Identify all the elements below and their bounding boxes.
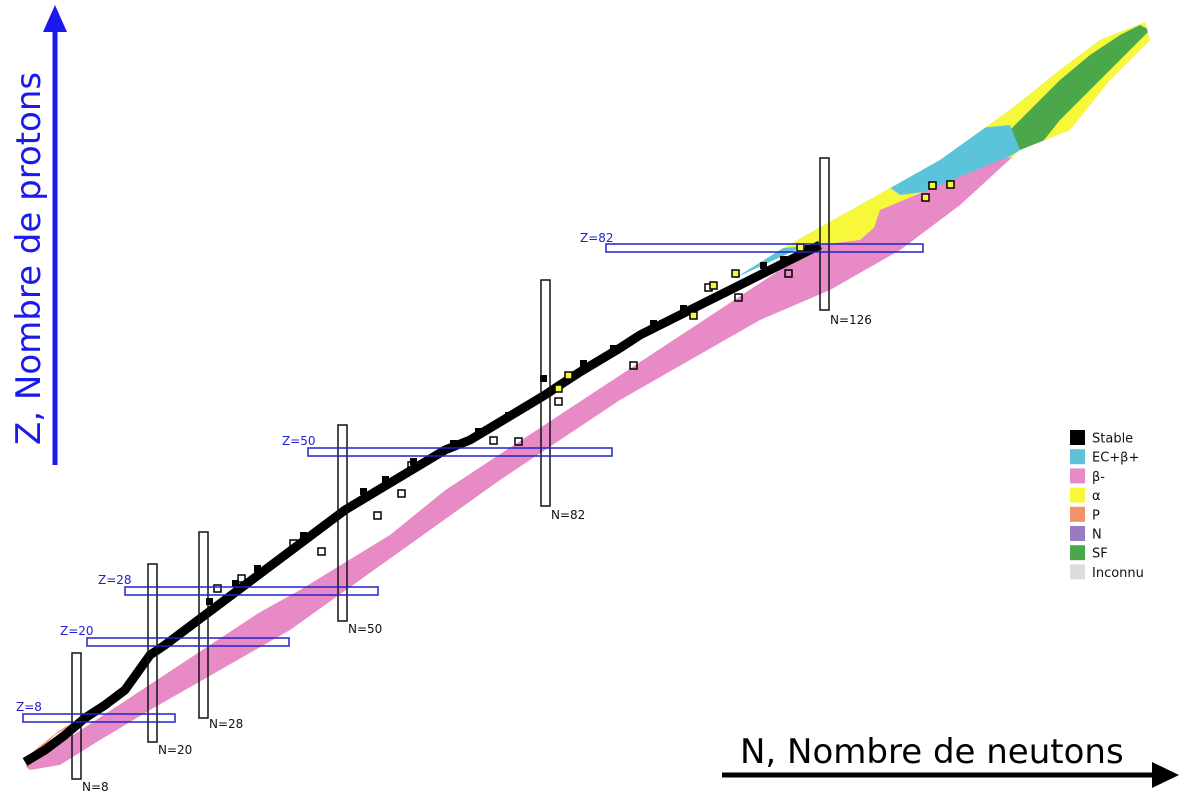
legend-swatch-6 (1070, 545, 1085, 561)
stable-line (22, 240, 823, 766)
legend-label-7: Inconnu (1092, 566, 1144, 581)
magic-box-n20 (147, 563, 158, 743)
magic-proton-boxes (22, 243, 924, 723)
magic-box-n82 (540, 279, 551, 507)
legend-swatch-1 (1070, 449, 1085, 465)
magic-box-n28 (198, 531, 209, 719)
magic-box-z8 (22, 713, 176, 723)
label-z20: Z=20 (60, 624, 94, 638)
stable-squares (206, 245, 812, 605)
label-z82: Z=82 (580, 231, 614, 245)
y-axis: Z, Nombre de protons (9, 5, 67, 465)
label-z50: Z=50 (282, 434, 316, 448)
label-z8: Z=8 (16, 700, 42, 714)
x-axis-arrowhead (1152, 762, 1179, 788)
label-n28: N=28 (209, 717, 243, 731)
label-n126: N=126 (830, 313, 872, 327)
legend-swatch-7 (1070, 564, 1085, 580)
y-axis-label: Z, Nombre de protons (9, 72, 49, 445)
magic-box-n50 (337, 424, 348, 622)
legend-label-5: N (1092, 528, 1102, 543)
alpha-emitter-squares (554, 180, 955, 393)
legend-swatch-2 (1070, 468, 1085, 484)
ec-heavy-pocket (880, 125, 1020, 195)
magic-box-n126 (819, 157, 830, 311)
legend: Stable EC+β+ β-αPN SF Inconnu (1070, 430, 1144, 581)
label-n50: N=50 (348, 622, 382, 636)
legend-label-6: SF (1092, 547, 1108, 562)
legend-label-3: α (1092, 489, 1101, 504)
label-n82: N=82 (551, 508, 585, 522)
magic-box-z82 (605, 243, 924, 253)
magic-box-z50 (307, 447, 613, 457)
alpha-region-small (360, 425, 395, 445)
x-axis-label: N, Nombre de neutons (740, 732, 1124, 772)
stability-valley (22, 180, 955, 766)
long-lived-squares (213, 269, 793, 593)
legend-swatch-0 (1070, 430, 1085, 445)
label-n20: N=20 (158, 743, 192, 757)
magic-neutron-boxes (71, 157, 830, 780)
alpha-region (540, 22, 1150, 340)
legend-label-0: Stable (1092, 432, 1133, 447)
y-axis-arrowhead (43, 5, 67, 32)
legend-label-2: β- (1092, 470, 1105, 485)
sf-region (1010, 25, 1150, 150)
magic-box-n8 (71, 652, 82, 780)
x-axis: N, Nombre de neutons (722, 732, 1179, 788)
legend-swatch-4 (1070, 506, 1085, 522)
legend-label-1: EC+β+ (1092, 451, 1139, 466)
legend-swatch-3 (1070, 487, 1085, 503)
label-z28: Z=28 (98, 573, 132, 587)
label-n8: N=8 (82, 780, 109, 794)
legend-label-4: P (1092, 508, 1100, 523)
magic-box-z28 (124, 586, 379, 596)
legend-swatch-5 (1070, 526, 1085, 541)
ec-beta-plus-region (20, 22, 1140, 740)
magic-box-z20 (86, 637, 290, 647)
magic-labels: Z=8 Z=20 Z=28 Z=50 Z=82 N=8 N=20 N=28 N=… (16, 231, 872, 794)
